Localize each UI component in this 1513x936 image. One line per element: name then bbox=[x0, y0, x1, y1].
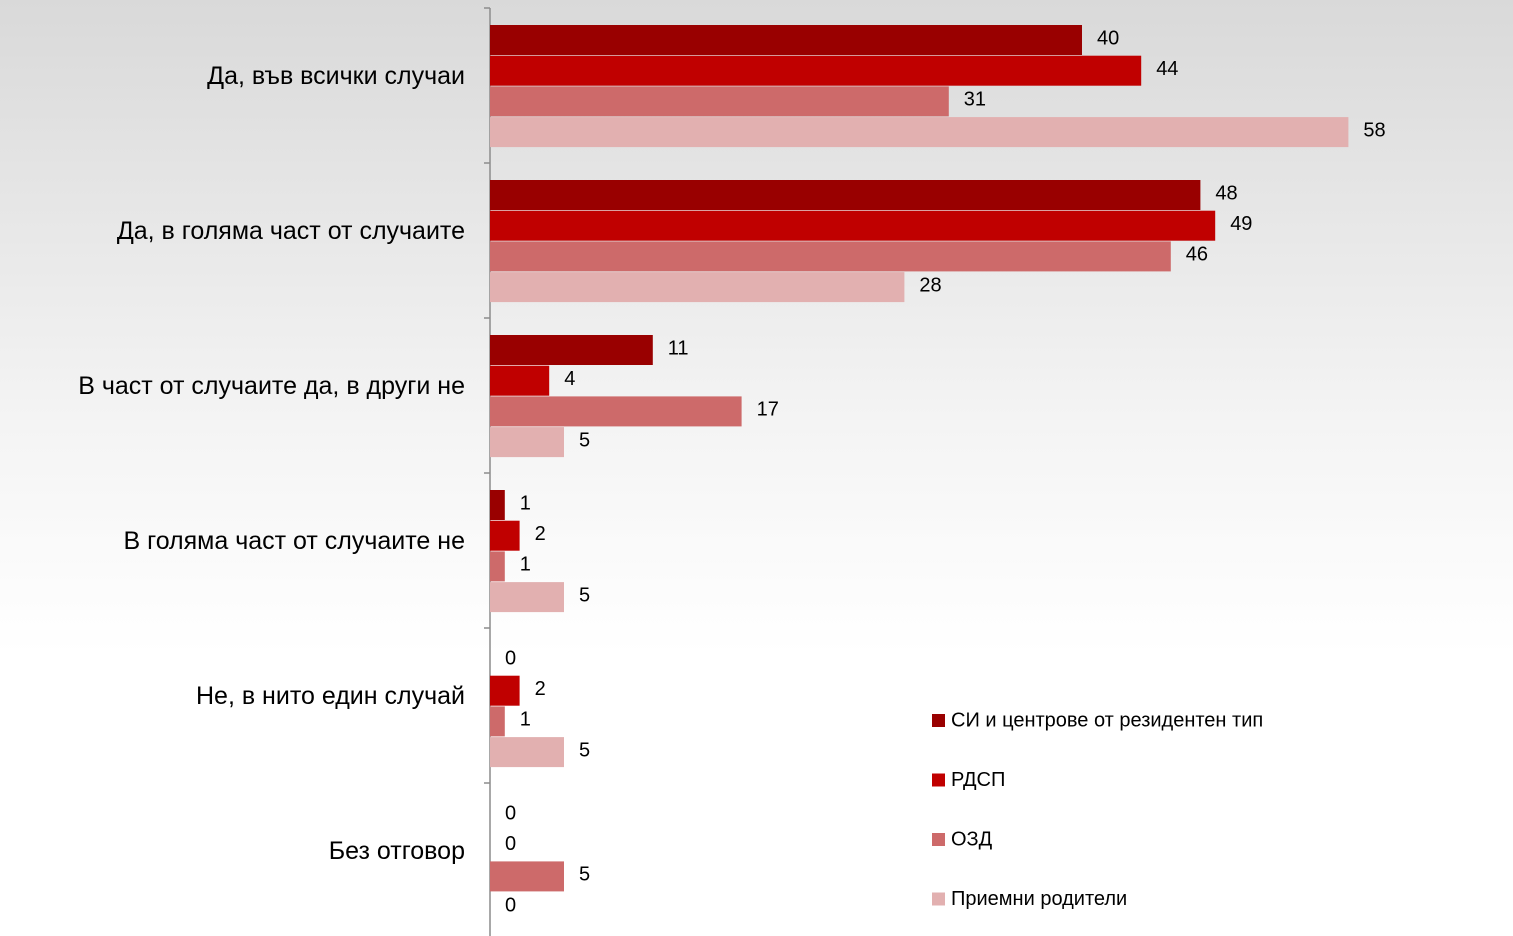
y-tick-label: Да, във всички случаи bbox=[207, 62, 465, 90]
bar bbox=[490, 490, 505, 520]
value-label: 31 bbox=[964, 89, 986, 111]
legend-label: Приемни родители bbox=[951, 888, 1127, 910]
value-label: 0 bbox=[505, 833, 516, 855]
value-label: 4 bbox=[564, 368, 575, 390]
value-label: 5 bbox=[579, 864, 590, 886]
value-label: 58 bbox=[1363, 119, 1385, 141]
bar bbox=[490, 706, 505, 737]
value-label: 44 bbox=[1156, 58, 1178, 80]
y-tick-label: Да, в голяма част от случаите bbox=[117, 217, 465, 245]
value-label: 5 bbox=[579, 429, 590, 451]
bar bbox=[490, 117, 1349, 148]
value-label: 0 bbox=[505, 647, 516, 669]
legend-label: СИ и центрове от резидентен тип bbox=[951, 709, 1263, 731]
value-label: 11 bbox=[668, 337, 689, 359]
bar bbox=[490, 582, 564, 613]
bar bbox=[490, 396, 742, 427]
value-label: 0 bbox=[505, 802, 516, 824]
value-label: 40 bbox=[1097, 27, 1119, 49]
bar bbox=[490, 737, 564, 768]
bar bbox=[490, 551, 505, 582]
bar bbox=[490, 335, 653, 365]
bar bbox=[490, 241, 1171, 272]
value-label: 2 bbox=[535, 523, 546, 545]
bar bbox=[490, 675, 520, 706]
value-label: 5 bbox=[579, 739, 590, 761]
value-label: 48 bbox=[1215, 182, 1237, 204]
bar bbox=[490, 210, 1216, 241]
value-label: 5 bbox=[579, 584, 590, 606]
bar bbox=[490, 55, 1142, 86]
legend-swatch bbox=[932, 892, 945, 906]
value-label: 28 bbox=[919, 274, 941, 296]
bar bbox=[490, 180, 1201, 210]
bar bbox=[490, 861, 564, 892]
bar bbox=[490, 365, 550, 396]
value-label: 1 bbox=[520, 554, 531, 576]
bar bbox=[490, 427, 564, 458]
y-tick-label: Не, в нито един случай bbox=[196, 682, 465, 710]
bar bbox=[490, 86, 949, 117]
value-label: 0 bbox=[505, 894, 516, 916]
bar bbox=[490, 272, 905, 303]
y-tick-label: В голяма част от случаите не bbox=[124, 527, 466, 555]
legend-label: ОЗД bbox=[951, 828, 993, 850]
y-tick-label: В част от случаите да, в други не bbox=[78, 372, 465, 400]
bar bbox=[490, 25, 1082, 55]
value-label: 2 bbox=[535, 678, 546, 700]
value-label: 1 bbox=[520, 709, 531, 731]
value-label: 49 bbox=[1230, 213, 1252, 235]
legend-label: РДСП bbox=[951, 769, 1005, 791]
value-label: 46 bbox=[1186, 244, 1208, 266]
y-tick-label: Без отговор bbox=[329, 837, 465, 865]
legend-swatch bbox=[932, 833, 945, 846]
legend-swatch bbox=[932, 773, 945, 787]
legend-swatch bbox=[932, 714, 945, 727]
value-label: 1 bbox=[520, 492, 531, 514]
bar bbox=[490, 520, 520, 551]
value-label: 17 bbox=[757, 399, 779, 421]
